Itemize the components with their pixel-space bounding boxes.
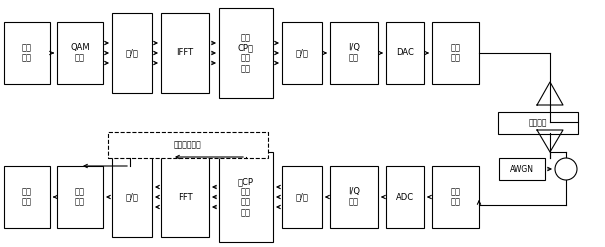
Bar [4, 22, 50, 84]
Text: IFFT: IFFT [177, 48, 194, 58]
Text: 接收
数据: 接收 数据 [22, 187, 32, 207]
Text: 串/并: 串/并 [126, 48, 139, 58]
Bar [330, 166, 378, 228]
Text: I/Q
调制: I/Q 调制 [348, 43, 360, 63]
Text: 无线信道: 无线信道 [529, 119, 548, 127]
Text: 串/并: 串/并 [296, 192, 309, 202]
Bar [432, 22, 479, 84]
Text: 射频
发射: 射频 发射 [451, 43, 460, 63]
Text: I/Q
解调: I/Q 解调 [348, 187, 360, 207]
Bar [386, 166, 424, 228]
Bar [282, 22, 322, 84]
Bar [219, 8, 273, 98]
Bar [432, 166, 479, 228]
Text: AWGN: AWGN [510, 165, 534, 173]
Text: 串/并: 串/并 [126, 192, 139, 202]
Text: DAC: DAC [396, 48, 414, 58]
Bar [499, 158, 545, 180]
Bar [57, 22, 103, 84]
Text: 并/串: 并/串 [296, 48, 309, 58]
Bar [57, 166, 103, 228]
Text: FFT: FFT [178, 192, 192, 202]
Bar [4, 166, 50, 228]
Bar [161, 13, 209, 93]
Circle shape [555, 158, 577, 180]
Bar [219, 152, 273, 242]
Text: 射频
接收: 射频 接收 [451, 187, 460, 207]
Bar [112, 157, 152, 237]
Text: ADC: ADC [396, 192, 414, 202]
Bar [282, 166, 322, 228]
Text: 初始聚类质心: 初始聚类质心 [174, 141, 202, 149]
Bar [108, 132, 268, 158]
Text: 聚类
判决: 聚类 判决 [75, 187, 85, 207]
Text: 发送
数据: 发送 数据 [22, 43, 32, 63]
Text: 添加
CP和
训练
序列: 添加 CP和 训练 序列 [238, 33, 254, 73]
Bar [498, 112, 578, 134]
Bar [112, 13, 152, 93]
Text: 去CP
提取
训练
序列: 去CP 提取 训练 序列 [238, 177, 254, 217]
Bar [386, 22, 424, 84]
Bar [161, 157, 209, 237]
Bar [330, 22, 378, 84]
Text: QAM
调制: QAM 调制 [70, 43, 90, 63]
